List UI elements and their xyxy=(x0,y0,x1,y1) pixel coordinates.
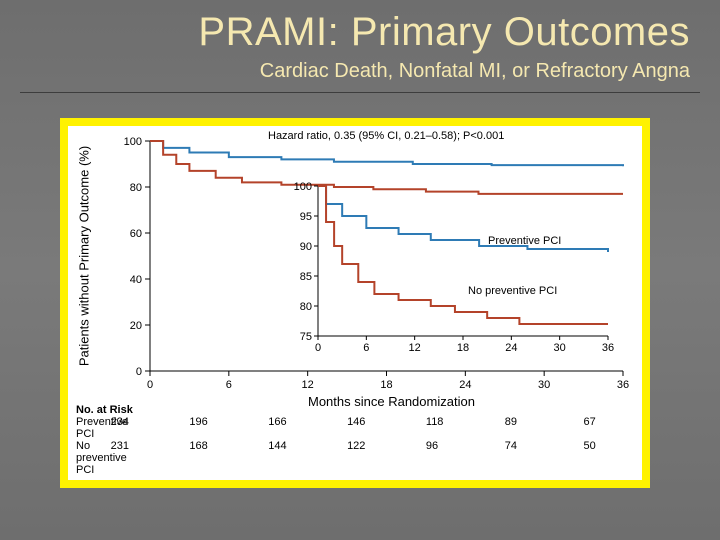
svg-text:Preventive PCI: Preventive PCI xyxy=(488,235,561,247)
svg-text:40: 40 xyxy=(130,274,142,286)
svg-text:18: 18 xyxy=(380,379,392,391)
svg-text:12: 12 xyxy=(409,342,421,354)
svg-text:90: 90 xyxy=(300,241,312,253)
svg-text:95: 95 xyxy=(300,211,312,223)
svg-text:20: 20 xyxy=(130,320,142,332)
risk-row-label: Preventive PCI xyxy=(76,416,111,440)
svg-text:36: 36 xyxy=(602,342,614,354)
svg-text:80: 80 xyxy=(130,182,142,194)
svg-text:36: 36 xyxy=(617,379,629,391)
slide-title: PRAMI: Primary Outcomes xyxy=(198,10,690,55)
svg-text:100: 100 xyxy=(124,136,142,148)
slide-subtitle: Cardiac Death, Nonfatal MI, or Refractor… xyxy=(260,60,690,83)
svg-text:30: 30 xyxy=(554,342,566,354)
svg-text:6: 6 xyxy=(226,379,232,391)
svg-text:No preventive PCI: No preventive PCI xyxy=(468,285,557,297)
svg-text:12: 12 xyxy=(302,379,314,391)
svg-text:18: 18 xyxy=(457,342,469,354)
svg-text:60: 60 xyxy=(130,228,142,240)
svg-text:24: 24 xyxy=(505,342,517,354)
svg-text:100: 100 xyxy=(294,181,312,193)
svg-text:75: 75 xyxy=(300,331,312,343)
y-axis-label: Patients without Primary Outcome (%) xyxy=(77,146,92,366)
svg-text:0: 0 xyxy=(315,342,321,354)
hazard-ratio-text: Hazard ratio, 0.35 (95% CI, 0.21–0.58); … xyxy=(268,130,504,142)
chart-frame: 0 20 40 60 80 100 0 6 12 18 24 30 36 75 80 85 90 95 100 0 6 1… xyxy=(60,118,650,488)
svg-text:80: 80 xyxy=(300,301,312,313)
svg-text:24: 24 xyxy=(459,379,471,391)
chart-area: 0 20 40 60 80 100 0 6 12 18 24 30 36 75 80 85 90 95 100 0 6 1… xyxy=(68,126,642,480)
svg-text:30: 30 xyxy=(538,379,550,391)
svg-text:85: 85 xyxy=(300,271,312,283)
svg-text:0: 0 xyxy=(136,366,142,378)
table-row: No preventive PCI 231 168 144 122 96 74 … xyxy=(76,440,662,476)
risk-row-label: No preventive PCI xyxy=(76,440,111,476)
risk-table: No. at Risk Preventive PCI 234 196 166 1… xyxy=(76,404,662,476)
svg-text:0: 0 xyxy=(147,379,153,391)
slide: PRAMI: Primary Outcomes Cardiac Death, N… xyxy=(0,0,720,540)
svg-text:6: 6 xyxy=(363,342,369,354)
divider xyxy=(20,92,700,93)
risk-table-title: No. at Risk xyxy=(76,404,662,416)
table-row: Preventive PCI 234 196 166 146 118 89 67 xyxy=(76,416,662,440)
